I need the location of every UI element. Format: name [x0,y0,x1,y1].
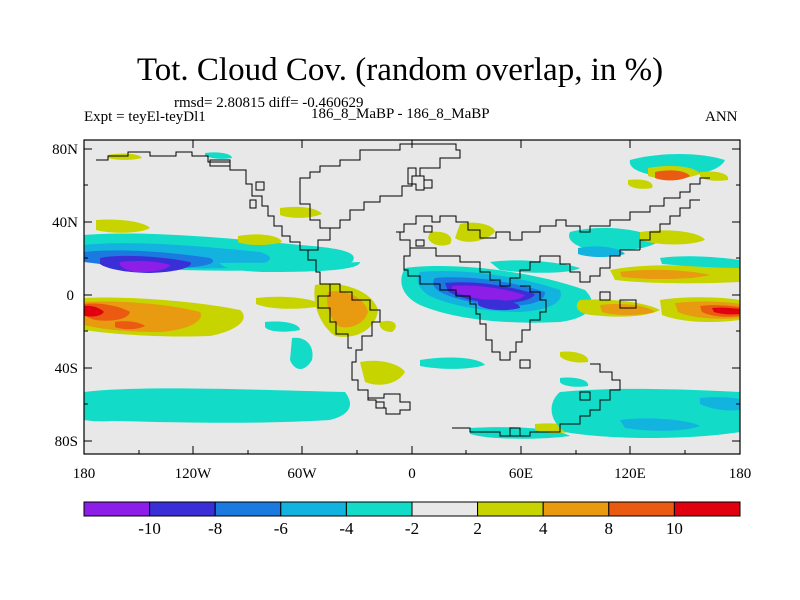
colorbar-swatch [149,501,216,517]
contour-field [84,152,740,439]
tick-marks [84,140,740,454]
colorbar-swatch [214,501,282,517]
case-label: 186_8_MaBP - 186_8_MaBP [311,106,490,122]
rmsd-diff-stats: rmsd= 2.80815 diff= -0.460629 [174,95,364,111]
colorbar-swatch [280,501,347,517]
experiment-label: Expt = teyEl-teyDl1 [84,109,206,125]
lon-tick-label: 60W [287,466,317,482]
colorbar-label: 8 [605,519,614,538]
lon-tick-label: 120E [614,466,646,482]
colorbar-label: 10 [666,519,683,538]
lon-tick-label: 0 [408,466,416,482]
lat-tick-label: 80S [55,434,78,450]
lon-tick-label: 180 [73,466,96,482]
lon-tick-label: 180 [729,466,752,482]
colorbar-swatch [345,501,413,517]
colorbar-swatch [542,501,610,517]
colorbar-swatch [83,501,151,517]
colorbar-swatch [673,501,741,517]
lat-tick-label: 40N [52,215,78,231]
colorbar-swatch [608,501,675,517]
colorbar-label: -4 [339,519,354,538]
colorbar-label: 4 [539,519,548,538]
lon-tick-label: 60E [509,466,533,482]
colorbar [83,501,741,517]
lon-tick-label: 120W [175,466,213,482]
lat-tick-label: 0 [67,288,75,304]
colorbar-label: -6 [274,519,288,538]
plot-title: Tot. Cloud Cov. (random overlap, in %) [136,52,664,88]
colorbar-label: -2 [405,519,419,538]
coastline [96,143,710,437]
colorbar-swatch [411,501,479,517]
colorbar-label: -8 [208,519,222,538]
colorbar-label: 2 [473,519,482,538]
colorbar-swatch [477,501,544,517]
colorbar-label: -10 [138,519,161,538]
season-label: ANN [705,109,738,125]
lat-tick-label: 80N [52,142,78,158]
lat-tick-label: 40S [55,361,78,377]
